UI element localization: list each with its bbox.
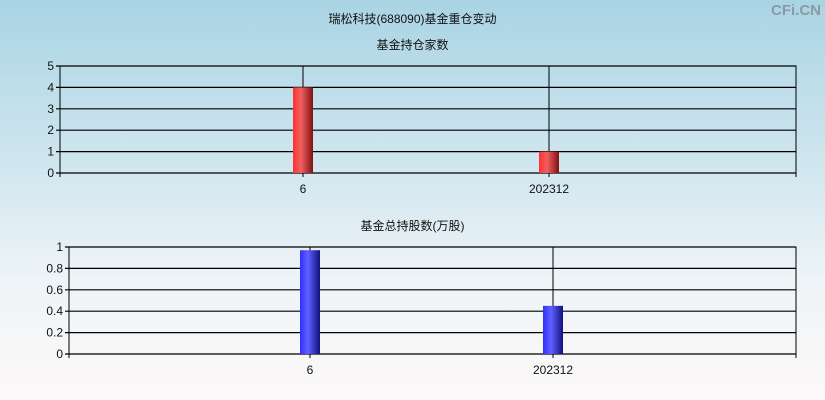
y-tick-label: 1 (56, 240, 63, 254)
chart-1: 0 1 2 3 4 5 6 202312 (47, 59, 797, 196)
y-tick-label: 0.6 (46, 283, 63, 297)
y-tick-label: 5 (47, 59, 54, 73)
x-tick-label: 6 (307, 363, 314, 377)
bar-6 (293, 87, 313, 173)
cfi-logo: CFi.CN (771, 2, 821, 19)
chart1-title: 基金持仓家数 (376, 38, 449, 52)
y-tick-label: 0 (47, 166, 54, 180)
y-tick-label: 0.8 (46, 261, 63, 275)
plot-frame (68, 246, 797, 355)
y-tick-label: 0.4 (46, 304, 63, 318)
plot-frame (59, 65, 797, 174)
bar-6 (300, 250, 320, 354)
y-tick-label: 3 (47, 102, 54, 116)
y-tick-label: 1 (47, 145, 54, 159)
chart-2: 0 0.2 0.4 0.6 0.8 1 6 202312 (46, 240, 797, 377)
bar-202312 (543, 305, 563, 354)
y-tick-label: 4 (47, 80, 54, 94)
y-tick-label: 0.2 (46, 326, 63, 340)
x-tick-label: 202312 (533, 363, 573, 377)
x-tick-label: 6 (300, 182, 307, 196)
chart2-title: 基金总持股数(万股) (360, 219, 465, 233)
bar-202312 (539, 151, 559, 173)
y-tick-label: 2 (47, 123, 54, 137)
x-tick-label: 202312 (529, 182, 569, 196)
y-tick-label: 0 (56, 347, 63, 361)
main-title: 瑞松科技(688090)基金重仓变动 (328, 12, 497, 26)
